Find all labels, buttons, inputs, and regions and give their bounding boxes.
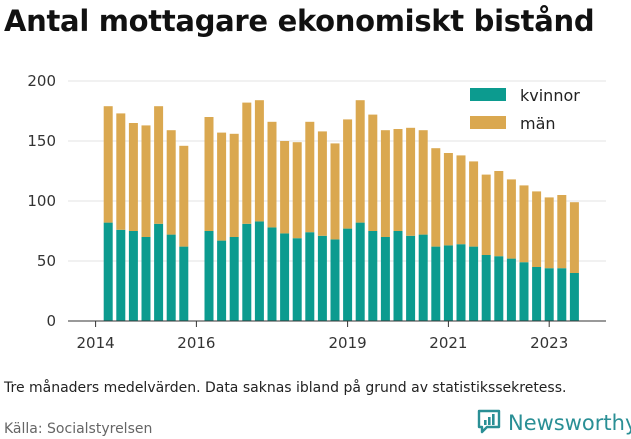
bar-man [292, 142, 302, 239]
bar-man [380, 130, 390, 237]
bar-kvinnor [254, 221, 264, 321]
bar-kvinnor [368, 231, 378, 321]
bar-kvinnor [494, 256, 504, 321]
chart-title: Antal mottagare ekonomiskt bistånd [4, 4, 595, 38]
bar-kvinnor [305, 232, 315, 321]
bar-man [456, 155, 466, 245]
y-tick-label: 50 [37, 252, 56, 270]
bar-kvinnor [103, 222, 113, 321]
bar-man [519, 185, 529, 263]
legend-swatch-man [470, 116, 506, 129]
bar-man [116, 113, 126, 230]
legend-label-man: män [520, 114, 556, 133]
y-axis-ticks: 0 50 100 150 200 [27, 72, 56, 330]
bar-kvinnor [242, 223, 252, 321]
y-tick-label: 200 [27, 72, 56, 90]
bar-man [166, 130, 176, 235]
bar-kvinnor [280, 233, 290, 321]
bar-man [481, 174, 491, 255]
bar-man [204, 117, 214, 231]
bar-man [280, 141, 290, 234]
bar-kvinnor [456, 244, 466, 321]
y-tick-label: 150 [27, 132, 56, 150]
bar-kvinnor [557, 268, 567, 321]
bar-man [355, 100, 365, 223]
bar-kvinnor [406, 235, 416, 321]
chart-footnote: Tre månaders medelvärden. Data saknas ib… [4, 380, 567, 396]
bar-kvinnor [179, 246, 189, 321]
legend: kvinnor män [470, 86, 580, 133]
legend-label-kvinnor: kvinnor [520, 86, 580, 105]
bar-man [330, 143, 340, 240]
bars [103, 100, 579, 321]
bar-kvinnor [128, 231, 138, 321]
bar-kvinnor [204, 231, 214, 321]
bar-man [469, 161, 479, 247]
source-credit: Källa: Socialstyrelsen [4, 421, 153, 437]
y-tick-label: 0 [46, 312, 56, 330]
bar-kvinnor [141, 237, 151, 321]
bar-man [406, 127, 416, 236]
bar-kvinnor [343, 228, 353, 321]
bar-kvinnor [330, 239, 340, 321]
bar-kvinnor [418, 234, 428, 321]
bar-man [103, 106, 113, 223]
bar-man [317, 131, 327, 236]
bar-kvinnor [393, 231, 403, 321]
bar-man [544, 197, 554, 269]
legend-swatch-kvinnor [470, 88, 506, 101]
bar-kvinnor [116, 229, 126, 321]
bar-man [242, 102, 252, 224]
bar-man [229, 133, 239, 237]
bar-man [179, 145, 189, 247]
bar-kvinnor [229, 237, 239, 321]
bar-kvinnor [506, 258, 516, 321]
newsworthy-brand-name: Newsworthy [508, 411, 631, 435]
bar-kvinnor [431, 246, 441, 321]
bar-man [128, 123, 138, 231]
bar-kvinnor [380, 237, 390, 321]
x-tick-label: 2023 [530, 334, 568, 352]
x-tick-label: 2014 [77, 334, 115, 352]
y-tick-label: 100 [27, 192, 56, 210]
bar-kvinnor [569, 273, 579, 321]
bar-man [217, 132, 227, 241]
bar-kvinnor [217, 240, 227, 321]
bar-man [431, 148, 441, 247]
bar-man [368, 114, 378, 231]
stacked-bar-chart: 0 50 100 150 200 2014 2016 2019 2021 2023 kvinno… [27, 72, 606, 352]
bar-kvinnor [443, 245, 453, 321]
bar-kvinnor [481, 255, 491, 321]
bar-man [443, 153, 453, 246]
bar-man [393, 129, 403, 231]
bar-man [494, 171, 504, 257]
bar-man [557, 195, 567, 269]
bar-kvinnor [355, 222, 365, 321]
x-tick-label: 2019 [329, 334, 367, 352]
bar-kvinnor [154, 223, 164, 321]
bar-kvinnor [469, 246, 479, 321]
bar-kvinnor [544, 268, 554, 321]
bar-man [506, 179, 516, 259]
bar-man [569, 202, 579, 273]
bar-kvinnor [166, 234, 176, 321]
bar-man [254, 100, 264, 222]
newsworthy-logo-icon [476, 408, 502, 438]
bar-man [154, 106, 164, 224]
bar-man [532, 191, 542, 267]
bar-man [418, 130, 428, 235]
bar-man [305, 121, 315, 233]
bar-kvinnor [532, 267, 542, 321]
bar-kvinnor [317, 235, 327, 321]
x-axis-ticks: 2014 2016 2019 2021 2023 [77, 321, 568, 352]
bar-kvinnor [292, 238, 302, 321]
bar-kvinnor [267, 227, 277, 321]
newsworthy-brand: Newsworthy [476, 408, 631, 438]
x-tick-label: 2016 [177, 334, 215, 352]
bar-man [267, 121, 277, 228]
bar-man [141, 125, 151, 237]
bar-man [343, 119, 353, 229]
bar-kvinnor [519, 262, 529, 321]
x-tick-label: 2021 [429, 334, 467, 352]
